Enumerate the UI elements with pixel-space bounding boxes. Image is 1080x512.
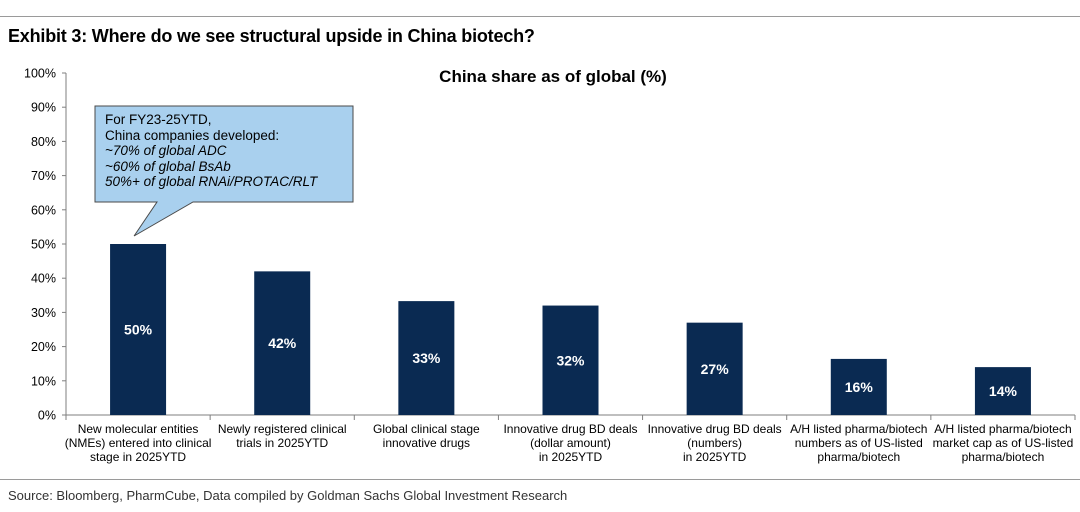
bottom-rule xyxy=(0,479,1080,480)
bar-data-label: 42% xyxy=(268,335,297,351)
y-axis: 0% 10% 20% 30% 40% 50% 60% 70% 80% 90% 100% xyxy=(24,67,67,423)
x-category-label: A/H listed pharma/biotech xyxy=(934,422,1071,436)
y-tick-label: 80% xyxy=(31,135,56,149)
x-category-label: pharma/biotech xyxy=(962,450,1045,464)
bar xyxy=(542,305,599,415)
callout-box: For FY23-25YTD, China companies develope… xyxy=(95,106,353,202)
y-tick-label: 30% xyxy=(31,306,56,320)
bar-data-label: 32% xyxy=(556,352,585,368)
y-tick-label: 60% xyxy=(31,203,56,217)
bar xyxy=(830,358,887,415)
x-category-label: Global clinical stage xyxy=(373,422,480,436)
x-category-label: New molecular entities xyxy=(78,422,199,436)
bar-data-label: 14% xyxy=(989,383,1018,399)
callout-line: For FY23-25YTD, xyxy=(105,112,212,127)
x-category-label: stage in 2025YTD xyxy=(90,450,186,464)
bar-data-label: 16% xyxy=(845,379,874,395)
callout-bubble xyxy=(94,105,354,237)
x-category-label: in 2025YTD xyxy=(683,450,747,464)
x-category-label: Innovative drug BD deals xyxy=(648,422,782,436)
x-category-label: (dollar amount) xyxy=(530,436,611,450)
x-category-label: trials in 2025YTD xyxy=(236,436,328,450)
bar xyxy=(398,301,455,415)
bar xyxy=(974,367,1031,415)
x-category-label: (NMEs) entered into clinical xyxy=(65,436,212,450)
callout-line: China companies developed: xyxy=(105,127,280,143)
x-category-label: Innovative drug BD deals xyxy=(503,422,637,436)
x-category-label: Newly registered clinical xyxy=(218,422,347,436)
bar-data-label: 27% xyxy=(701,361,730,377)
y-tick-label: 40% xyxy=(31,272,56,286)
callout-line: ~60% of global BsAb xyxy=(105,158,231,174)
x-category-label: A/H listed pharma/biotech xyxy=(790,422,927,436)
x-category-label: numbers as of US-listed xyxy=(795,436,923,450)
callout-shape xyxy=(94,105,354,237)
x-category-label: in 2025YTD xyxy=(539,450,603,464)
y-tick-label: 10% xyxy=(31,374,56,388)
callout-line: 50%+ of global RNAi/PROTAC/RLT xyxy=(105,174,318,190)
source-note: Source: Bloomberg, PharmCube, Data compi… xyxy=(8,488,568,503)
bar-chart: China share as of global (%) 0% 10% 20% 30%… xyxy=(24,67,1076,464)
bar xyxy=(686,322,743,415)
bar-data-label: 50% xyxy=(124,322,153,338)
bars-group: 50% 42% 33% 32% 27% 16% 14% xyxy=(110,244,1031,415)
x-axis: New molecular entities(NMEs) entered int… xyxy=(65,414,1076,464)
y-tick-label: 0% xyxy=(38,409,56,423)
chart-title: China share as of global (%) xyxy=(439,67,667,86)
y-tick-label: 100% xyxy=(24,67,56,81)
bar-data-label: 33% xyxy=(412,350,441,366)
bar xyxy=(254,271,311,415)
y-tick-label: 50% xyxy=(31,238,56,252)
y-tick-label: 70% xyxy=(31,169,56,183)
x-category-label: pharma/biotech xyxy=(817,450,900,464)
x-category-label: market cap as of US-listed xyxy=(933,436,1074,450)
exhibit-title: Exhibit 3: Where do we see structural up… xyxy=(8,26,535,46)
callout-line: ~70% of global ADC xyxy=(105,143,227,159)
y-tick-label: 20% xyxy=(31,340,56,354)
x-category-label: innovative drugs xyxy=(383,436,470,450)
top-rule xyxy=(0,16,1080,17)
x-category-label: (numbers) xyxy=(687,436,742,450)
y-tick-label: 90% xyxy=(31,101,56,115)
bar xyxy=(110,244,167,415)
